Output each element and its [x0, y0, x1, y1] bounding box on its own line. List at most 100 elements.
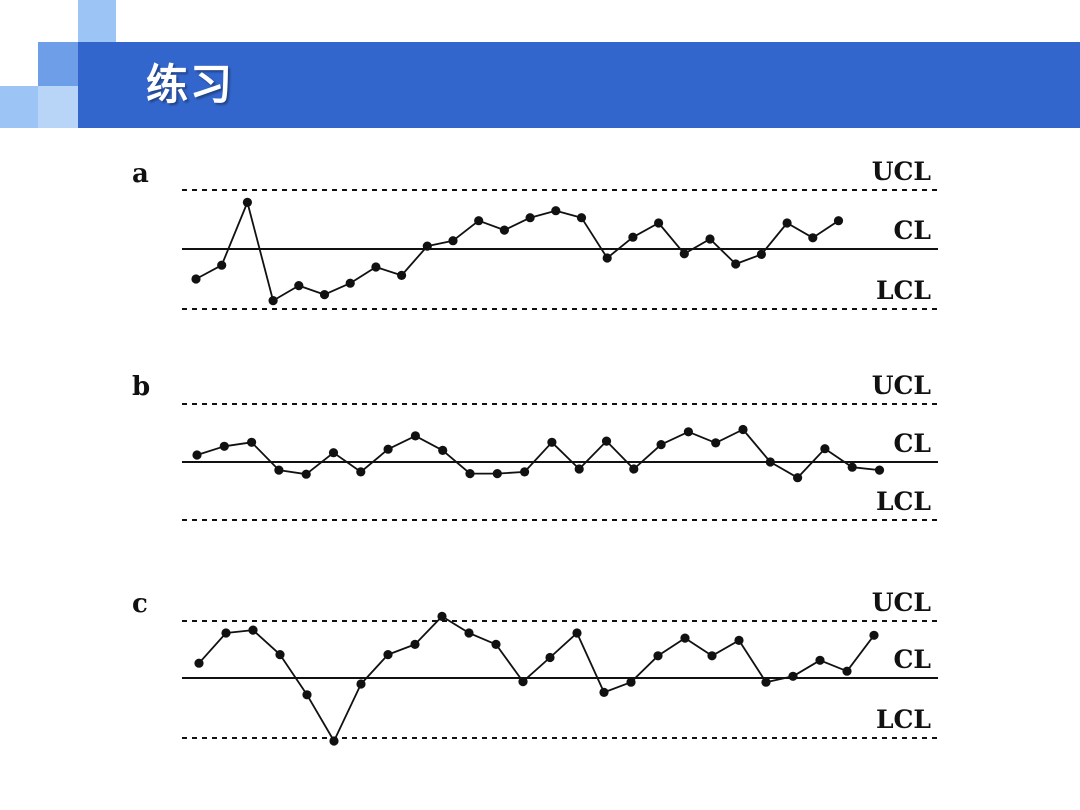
data-point — [599, 687, 609, 698]
data-point — [833, 216, 844, 226]
data-point — [808, 233, 818, 243]
data-point — [356, 467, 366, 477]
data-point — [437, 611, 447, 622]
series-line — [198, 615, 875, 742]
data-point — [294, 281, 304, 291]
data-point — [869, 630, 879, 640]
data-point — [525, 213, 535, 223]
data-point — [345, 278, 355, 288]
data-point — [268, 296, 278, 306]
data-point — [574, 464, 584, 474]
data-point — [275, 650, 285, 660]
cl-label: CL — [894, 429, 932, 458]
data-point — [656, 440, 666, 450]
data-point — [410, 639, 420, 650]
data-point — [601, 436, 612, 446]
data-point — [383, 650, 393, 660]
data-point — [551, 206, 561, 216]
data-point — [572, 628, 582, 638]
data-point — [356, 679, 366, 689]
data-point — [191, 274, 201, 284]
data-point — [520, 467, 530, 477]
data-point — [397, 270, 407, 280]
data-point — [474, 216, 484, 226]
data-point — [499, 225, 509, 235]
data-point — [371, 262, 381, 272]
data-point — [194, 658, 204, 668]
data-point — [629, 464, 639, 474]
series-line — [195, 201, 839, 302]
data-point — [219, 441, 229, 451]
data-point — [820, 444, 830, 454]
data-point — [765, 457, 775, 467]
lcl-label: LCL — [876, 487, 931, 516]
data-point — [711, 438, 721, 448]
data-point — [492, 469, 502, 479]
ucl-label: UCL — [872, 588, 932, 617]
page-title: 练习 — [146, 60, 235, 109]
data-point — [465, 469, 475, 479]
data-point — [438, 445, 448, 455]
cl-label: CL — [894, 645, 932, 674]
panel-letter: c — [132, 589, 148, 619]
data-point — [679, 249, 689, 259]
data-point — [242, 197, 252, 207]
ucl-label: UCL — [872, 157, 932, 186]
data-point — [383, 444, 393, 454]
ucl-label: UCL — [872, 371, 932, 400]
lcl-label: LCL — [876, 705, 931, 734]
data-point — [731, 259, 741, 269]
deco-square-1 — [78, 0, 116, 42]
data-point — [756, 249, 767, 259]
data-point — [738, 424, 748, 435]
data-point — [788, 671, 798, 681]
panel-letter: a — [132, 159, 149, 189]
data-point — [705, 234, 715, 244]
data-point — [782, 218, 792, 228]
data-point — [653, 651, 663, 661]
data-point — [761, 677, 771, 687]
data-point — [628, 232, 638, 242]
cl-label: CL — [894, 216, 932, 245]
data-point — [793, 473, 803, 483]
data-point — [248, 625, 258, 635]
data-point — [247, 437, 257, 447]
title-bar — [78, 42, 1080, 128]
data-point — [545, 652, 555, 663]
data-point — [547, 437, 557, 447]
data-point — [602, 253, 612, 263]
data-point — [734, 635, 744, 646]
data-point — [680, 633, 690, 643]
panel-letter: b — [132, 372, 150, 402]
data-point — [319, 290, 330, 300]
data-point — [707, 651, 717, 661]
series-line — [196, 428, 880, 479]
data-point — [448, 236, 458, 246]
data-point — [302, 690, 312, 700]
data-point — [192, 450, 202, 460]
data-point — [654, 218, 664, 228]
data-point — [329, 736, 339, 746]
data-point — [328, 448, 339, 458]
data-point — [410, 431, 420, 441]
data-point — [518, 677, 528, 687]
data-point — [422, 241, 432, 251]
data-point — [842, 666, 852, 676]
data-point — [874, 465, 885, 475]
data-point — [683, 427, 694, 437]
deco-square-4 — [38, 86, 78, 128]
data-point — [815, 655, 825, 665]
data-point — [626, 677, 636, 687]
deco-square-3 — [0, 86, 38, 128]
data-point — [464, 628, 474, 638]
data-point — [301, 469, 311, 479]
data-point — [274, 465, 284, 475]
data-point — [221, 628, 231, 638]
data-point — [217, 260, 227, 270]
lcl-label: LCL — [876, 276, 931, 305]
data-point — [491, 639, 501, 650]
data-point — [576, 213, 587, 223]
data-point — [847, 462, 857, 472]
deco-square-2 — [38, 42, 78, 86]
